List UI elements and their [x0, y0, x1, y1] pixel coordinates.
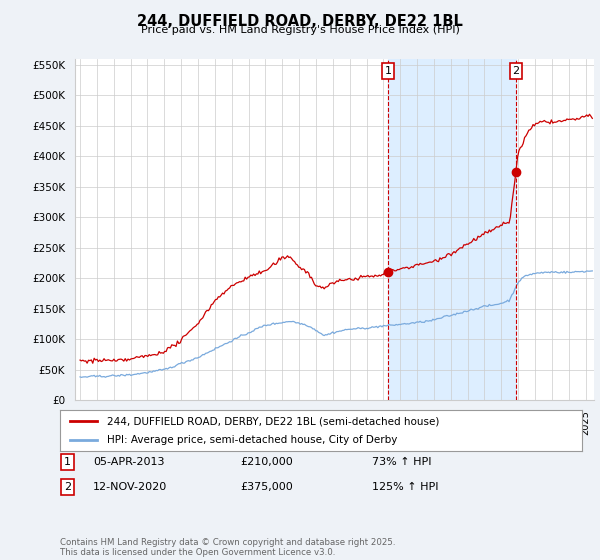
Text: 125% ↑ HPI: 125% ↑ HPI — [372, 482, 439, 492]
Text: Price paid vs. HM Land Registry's House Price Index (HPI): Price paid vs. HM Land Registry's House … — [140, 25, 460, 35]
Text: Contains HM Land Registry data © Crown copyright and database right 2025.
This d: Contains HM Land Registry data © Crown c… — [60, 538, 395, 557]
Text: 2: 2 — [64, 482, 71, 492]
Text: 05-APR-2013: 05-APR-2013 — [93, 457, 164, 467]
Text: £375,000: £375,000 — [240, 482, 293, 492]
Text: HPI: Average price, semi-detached house, City of Derby: HPI: Average price, semi-detached house,… — [107, 435, 397, 445]
Text: £210,000: £210,000 — [240, 457, 293, 467]
Text: 73% ↑ HPI: 73% ↑ HPI — [372, 457, 431, 467]
Bar — [388, 59, 516, 400]
Text: 244, DUFFIELD ROAD, DERBY, DE22 1BL: 244, DUFFIELD ROAD, DERBY, DE22 1BL — [137, 14, 463, 29]
Text: 1: 1 — [64, 457, 71, 467]
Text: 2: 2 — [512, 66, 520, 76]
Text: 244, DUFFIELD ROAD, DERBY, DE22 1BL (semi-detached house): 244, DUFFIELD ROAD, DERBY, DE22 1BL (sem… — [107, 417, 439, 426]
Text: 12-NOV-2020: 12-NOV-2020 — [93, 482, 167, 492]
Text: 1: 1 — [385, 66, 391, 76]
